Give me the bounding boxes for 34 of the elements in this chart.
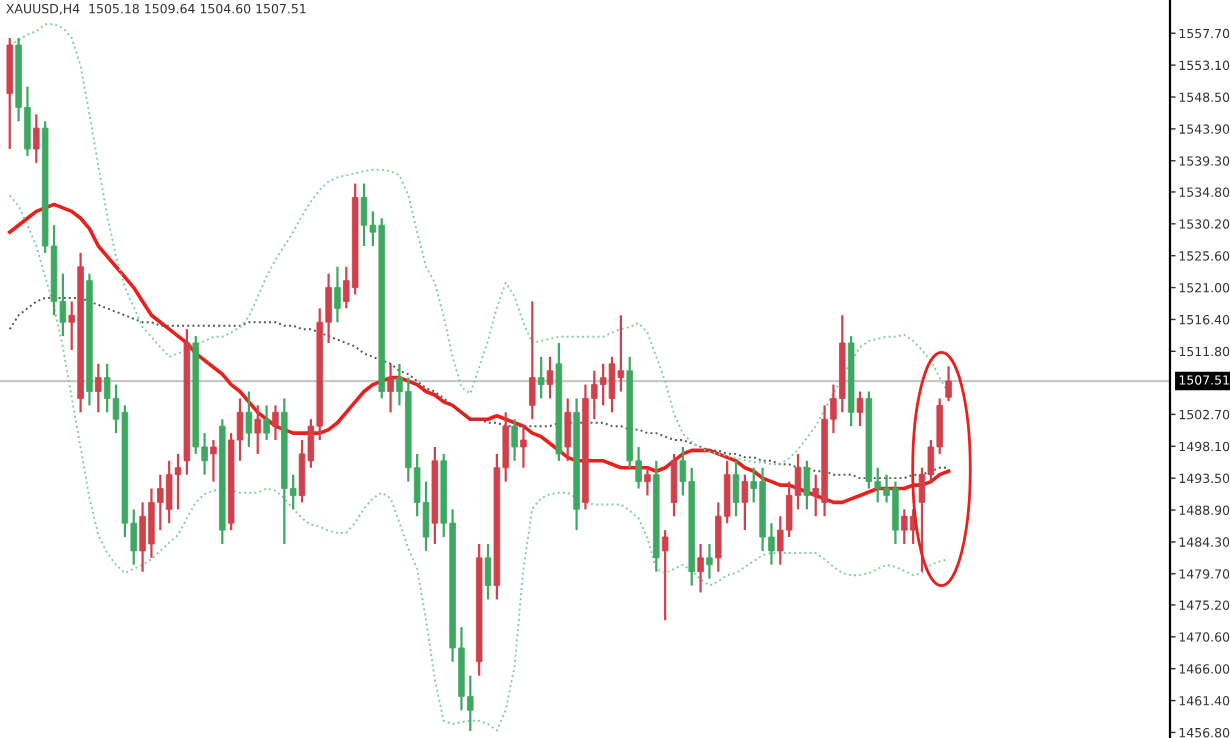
candlestick [360, 182, 368, 248]
candlestick [245, 390, 253, 449]
candlestick [520, 425, 527, 469]
candlestick [95, 362, 102, 414]
candlestick [732, 459, 740, 518]
candlestick [334, 265, 341, 324]
candlestick [945, 365, 952, 403]
candlestick [254, 404, 261, 455]
candlestick [272, 404, 279, 442]
candlestick [210, 438, 217, 483]
candlestick [617, 314, 625, 393]
candlestick [564, 397, 571, 462]
candlestick [484, 542, 492, 601]
line-series [8, 23, 950, 466]
candlestick [511, 418, 518, 462]
candlestick [537, 355, 545, 400]
candlestick [661, 529, 669, 622]
candlestick [33, 113, 40, 164]
candlestick [546, 355, 554, 400]
candlestick [599, 362, 607, 407]
candlestick [608, 355, 616, 414]
candlestick [529, 300, 536, 421]
candlestick [697, 542, 704, 594]
candlestick [644, 466, 651, 497]
candlestick [670, 452, 678, 518]
candlestick [856, 390, 864, 428]
candlestick [901, 508, 908, 546]
candlestick [387, 362, 394, 414]
candlestick [803, 459, 811, 511]
candlestick [706, 542, 713, 580]
candlestick [174, 452, 182, 511]
candlestick [741, 473, 749, 532]
line-series [8, 194, 950, 732]
candlestick [263, 404, 270, 442]
